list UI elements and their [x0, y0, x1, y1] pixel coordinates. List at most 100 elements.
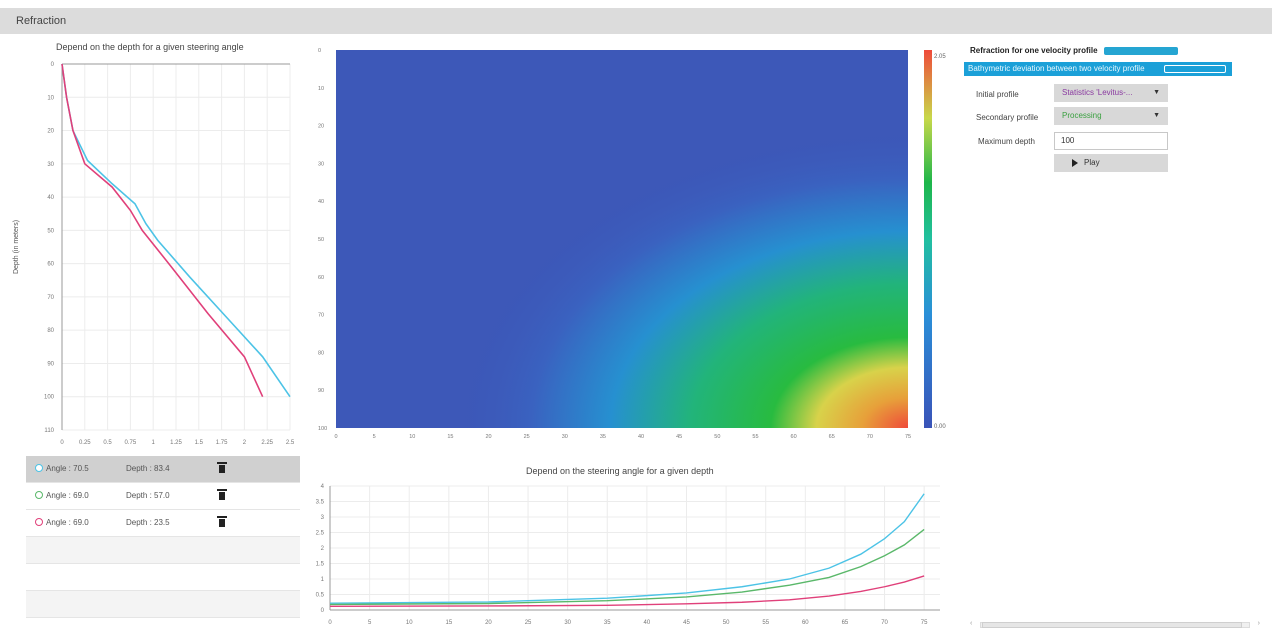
series-line [329, 493, 925, 604]
series-line [61, 63, 264, 398]
x-tick-label: 45 [683, 620, 690, 626]
window-title: Refraction [16, 15, 67, 27]
trash-icon[interactable] [217, 462, 227, 473]
angle-row[interactable]: Angle : 69.0 Depth : 57.0 [26, 483, 300, 510]
heatmap-x-tick: 0 [334, 434, 337, 440]
maximum-depth-label: Maximum depth [978, 137, 1035, 146]
y-axis-label: Depth (in meters) [13, 220, 20, 274]
heatmap-x-tick: 75 [905, 434, 911, 440]
y-tick-label: 0 [321, 608, 325, 614]
y-tick-label: 1 [321, 577, 325, 583]
mode-two-label: Bathymetric deviation between two veloci… [968, 64, 1145, 73]
mode-two-velocity-option[interactable]: Bathymetric deviation between two veloci… [964, 62, 1232, 76]
x-tick-label: 2.25 [261, 440, 273, 446]
secondary-profile-value: Processing [1062, 111, 1102, 120]
heatmap-y-tick: 10 [318, 86, 324, 92]
x-tick-label: 20 [485, 620, 492, 626]
x-tick-label: 0.5 [103, 440, 112, 446]
scroll-right-icon[interactable]: › [1257, 620, 1260, 627]
x-tick-label: 2 [243, 440, 247, 446]
y-tick-label: 20 [47, 129, 54, 135]
angle-row[interactable]: Angle : 69.0 Depth : 23.5 [26, 510, 300, 537]
secondary-profile-label: Secondary profile [976, 113, 1039, 122]
mode-one-velocity-option[interactable]: Refraction for one velocity profile [970, 46, 1178, 55]
colorbar-min-label: 0.00 [934, 424, 946, 430]
y-tick-label: 110 [44, 428, 54, 434]
x-tick-label: 75 [921, 620, 928, 626]
secondary-profile-select[interactable]: Processing ▼ [1054, 107, 1168, 125]
heatmap-x-tick: 60 [791, 434, 797, 440]
y-tick-label: 0 [51, 62, 55, 68]
x-tick-label: 2.5 [286, 440, 295, 446]
depth-label: Depth : 23.5 [126, 518, 170, 527]
heatmap-x-tick: 15 [447, 434, 453, 440]
angle-list: Angle : 70.5 Depth : 83.4 Angle : 69.0 D… [26, 456, 300, 628]
trash-icon[interactable] [217, 489, 227, 500]
x-tick-label: 0 [328, 620, 332, 626]
depth-label: Depth : 83.4 [126, 464, 170, 473]
x-tick-label: 1.25 [170, 440, 182, 446]
mode-two-toggle[interactable] [1164, 65, 1226, 73]
heatmap-x-tick: 30 [562, 434, 568, 440]
x-tick-label: 5 [368, 620, 372, 626]
depth-chart-title: Depend on the depth for a given steering… [56, 42, 244, 52]
x-tick-label: 30 [564, 620, 571, 626]
x-tick-label: 55 [762, 620, 769, 626]
angle-label: Angle : 70.5 [46, 464, 89, 473]
depth-chart-plot: 0 0.25 0.5 0.75 1 1.25 1.5 1.75 2 2.25 2.5 0 10 20 30 4… [13, 62, 295, 446]
heatmap-y-tick: 100 [318, 426, 327, 432]
scrollbar-thumb[interactable] [982, 622, 1242, 628]
angle-label: Angle : 69.0 [46, 491, 89, 500]
y-tick-label: 50 [47, 228, 54, 234]
trash-icon[interactable] [217, 516, 227, 527]
mode-one-label: Refraction for one velocity profile [970, 46, 1098, 55]
initial-profile-select[interactable]: Statistics 'Levitus-... ▼ [1054, 84, 1168, 102]
x-tick-label: 1 [152, 440, 156, 446]
horizontal-scrollbar[interactable]: ‹ › [970, 620, 1260, 630]
mode-one-toggle[interactable] [1103, 46, 1178, 55]
x-tick-label: 50 [723, 620, 730, 626]
y-tick-label: 0.5 [316, 593, 325, 599]
series-line [329, 528, 925, 606]
angle-label: Angle : 69.0 [46, 518, 89, 527]
depth-label: Depth : 57.0 [126, 491, 170, 500]
maximum-depth-value: 100 [1061, 136, 1075, 145]
scroll-left-icon[interactable]: ‹ [970, 620, 973, 627]
heatmap-x-tick: 50 [714, 434, 720, 440]
x-tick-label: 1.75 [216, 440, 228, 446]
heatmap-x-tick: 5 [373, 434, 376, 440]
heatmap-x-tick: 10 [409, 434, 415, 440]
maximum-depth-input[interactable]: 100 [1054, 132, 1168, 150]
heatmap-hotspot [336, 50, 908, 428]
x-tick-label: 15 [445, 620, 452, 626]
heatmap-y-tick: 60 [318, 275, 324, 281]
heatmap-y-tick: 0 [318, 48, 321, 54]
x-tick-label: 0.25 [79, 440, 91, 446]
series-line [329, 575, 925, 607]
heatmap-y-tick: 90 [318, 388, 324, 394]
angle-row-empty [26, 564, 300, 591]
angle-chart: Depend on the steering angle for a given… [304, 458, 958, 630]
heatmap-x-tick: 45 [676, 434, 682, 440]
window-title-bar: Refraction [0, 8, 1272, 34]
colorbar [924, 50, 932, 428]
initial-profile-label: Initial profile [976, 90, 1019, 99]
y-tick-label: 1.5 [316, 562, 325, 568]
y-tick-label: 2.5 [316, 531, 325, 537]
chevron-down-icon: ▼ [1153, 112, 1160, 119]
x-tick-label: 60 [802, 620, 809, 626]
series-green-icon [35, 491, 43, 499]
heatmap-y-tick: 30 [318, 161, 324, 167]
y-tick-label: 70 [47, 295, 54, 301]
depth-chart: Depend on the depth for a given steering… [6, 36, 296, 456]
play-button[interactable]: Play [1054, 154, 1168, 172]
angle-row[interactable]: Angle : 70.5 Depth : 83.4 [26, 456, 300, 483]
angle-chart-plot: 0 5 10 15 20 25 30 35 40 45 50 55 60 65 70 75 0 0.5 1 1.5 2 2… [316, 484, 940, 626]
angle-chart-title: Depend on the steering angle for a given… [526, 466, 714, 476]
settings-panel: Refraction for one velocity profile Bath… [964, 40, 1270, 630]
chevron-down-icon: ▼ [1153, 89, 1160, 96]
heatmap-x-tick: 35 [600, 434, 606, 440]
y-tick-label: 40 [47, 195, 54, 201]
y-tick-label: 60 [47, 262, 54, 268]
series-cyan-icon [35, 464, 43, 472]
